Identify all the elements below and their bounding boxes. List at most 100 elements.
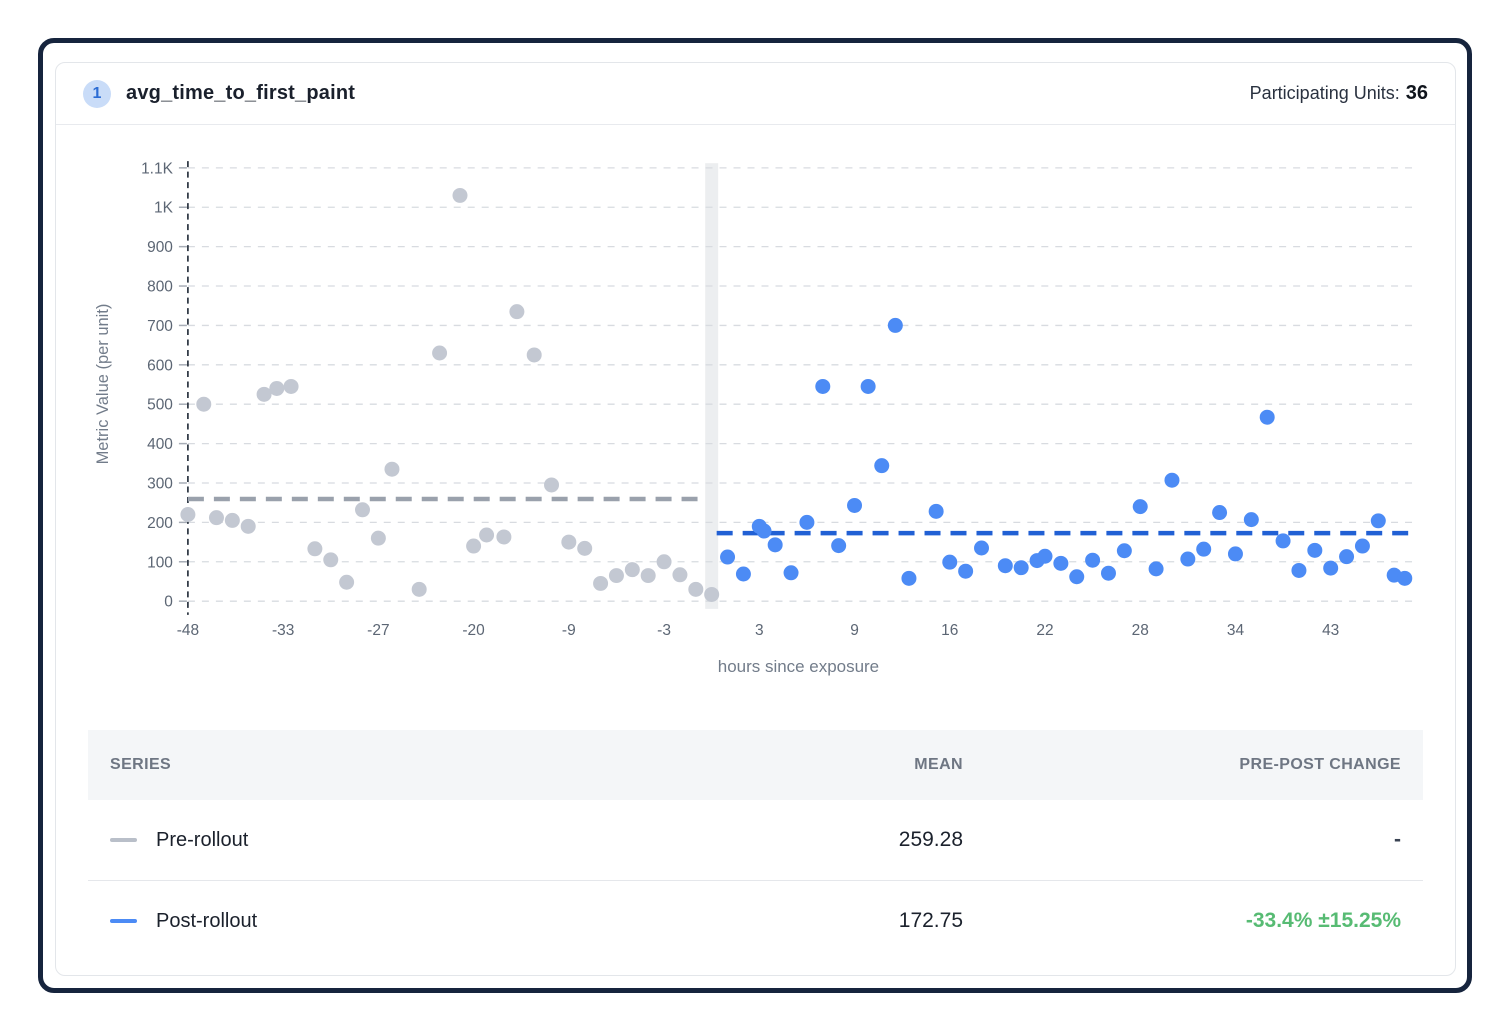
- post-rollout-point[interactable]: [1164, 472, 1180, 488]
- pre-rollout-point[interactable]: [624, 562, 640, 578]
- pre-rollout-point[interactable]: [283, 378, 299, 394]
- pre-rollout-point[interactable]: [688, 581, 704, 597]
- pre-rollout-point[interactable]: [466, 538, 482, 554]
- post-rollout-point[interactable]: [1397, 570, 1413, 586]
- post-rollout-point[interactable]: [1339, 549, 1355, 565]
- post-rollout-point[interactable]: [1196, 541, 1212, 557]
- series-change: -: [1394, 828, 1401, 851]
- post-rollout-point[interactable]: [799, 514, 815, 530]
- pre-rollout-point[interactable]: [240, 518, 256, 534]
- pre-rollout-point[interactable]: [577, 540, 593, 556]
- post-rollout-point[interactable]: [1085, 552, 1101, 568]
- post-rollout-point[interactable]: [815, 378, 831, 394]
- x-tick-label: 43: [1322, 622, 1339, 639]
- x-tick-label: 16: [941, 622, 958, 639]
- series-row-pre-rollout[interactable]: Pre-rollout 259.28 -: [88, 800, 1423, 881]
- pre-rollout-point[interactable]: [256, 386, 272, 402]
- pre-rollout-point[interactable]: [608, 568, 624, 584]
- post-rollout-point[interactable]: [887, 317, 903, 333]
- y-tick-label: 800: [147, 279, 173, 296]
- post-rollout-point[interactable]: [928, 503, 944, 519]
- post-rollout-point[interactable]: [1069, 569, 1085, 585]
- post-rollout-point[interactable]: [1307, 542, 1323, 558]
- pre-rollout-point[interactable]: [323, 552, 339, 568]
- post-rollout-point[interactable]: [1370, 513, 1386, 529]
- post-rollout-point[interactable]: [847, 497, 863, 513]
- pre-rollout-point[interactable]: [224, 512, 240, 528]
- post-rollout-point[interactable]: [1259, 409, 1275, 425]
- pre-rollout-point[interactable]: [208, 510, 224, 526]
- pre-rollout-point[interactable]: [370, 530, 386, 546]
- y-tick-label: 900: [147, 239, 173, 256]
- post-rollout-point[interactable]: [831, 538, 847, 554]
- pre-rollout-point[interactable]: [593, 575, 609, 591]
- post-rollout-point[interactable]: [1132, 499, 1148, 515]
- post-rollout-point[interactable]: [1243, 512, 1259, 528]
- pre-rollout-point[interactable]: [269, 380, 285, 396]
- metric-index-badge: 1: [83, 79, 111, 108]
- participating-units-value: 36: [1405, 82, 1428, 104]
- pre-rollout-point[interactable]: [640, 568, 656, 584]
- pre-rollout-point[interactable]: [544, 477, 560, 493]
- participating-units: Participating Units: 36: [1250, 82, 1428, 105]
- pre-rollout-point[interactable]: [656, 554, 672, 570]
- pre-rollout-point[interactable]: [339, 574, 355, 590]
- post-rollout-point[interactable]: [974, 540, 989, 556]
- col-header-mean: MEAN: [914, 756, 963, 773]
- post-rollout-point[interactable]: [1227, 546, 1243, 562]
- pre-rollout-point[interactable]: [180, 507, 196, 523]
- post-rollout-point[interactable]: [1354, 538, 1370, 554]
- pre-rollout-point[interactable]: [704, 586, 720, 602]
- post-rollout-point[interactable]: [1100, 565, 1116, 581]
- pre-rollout-point[interactable]: [432, 345, 448, 361]
- y-axis-label: Metric Value (per unit): [94, 304, 112, 465]
- series-mean: 172.75: [898, 909, 963, 932]
- post-rollout-point[interactable]: [1291, 562, 1307, 578]
- x-tick-label: 9: [850, 622, 859, 639]
- post-rollout-point[interactable]: [1013, 560, 1029, 576]
- post-rollout-point[interactable]: [783, 565, 799, 581]
- pre-rollout-point[interactable]: [452, 187, 468, 203]
- post-rollout-point[interactable]: [1212, 505, 1228, 521]
- post-rollout-point[interactable]: [720, 549, 736, 565]
- post-rollout-point[interactable]: [756, 523, 772, 539]
- post-rollout-point[interactable]: [1180, 551, 1196, 567]
- pre-rollout-point[interactable]: [479, 527, 495, 543]
- post-rollout-point[interactable]: [735, 566, 751, 582]
- post-rollout-point[interactable]: [860, 378, 876, 394]
- post-rollout-point[interactable]: [1323, 560, 1339, 576]
- post-rollout-point[interactable]: [874, 458, 890, 474]
- post-rollout-point[interactable]: [997, 558, 1013, 574]
- post-rollout-point[interactable]: [1275, 533, 1291, 549]
- post-rollout-point[interactable]: [1116, 543, 1132, 559]
- pre-rollout-point[interactable]: [307, 541, 323, 557]
- pre-rollout-point[interactable]: [496, 529, 512, 545]
- post-rollout-point[interactable]: [1053, 555, 1069, 571]
- post-rollout-point[interactable]: [901, 570, 917, 586]
- y-tick-label: 200: [147, 515, 173, 532]
- series-change: -33.4% ±15.25%: [1245, 909, 1401, 932]
- pre-rollout-point[interactable]: [526, 347, 542, 363]
- x-tick-label: -3: [657, 622, 671, 639]
- pre-rollout-point[interactable]: [672, 567, 688, 583]
- pre-rollout-point[interactable]: [561, 534, 577, 550]
- post-rollout-point[interactable]: [942, 554, 958, 570]
- outer-frame: 1 avg_time_to_first_paint Participating …: [38, 38, 1472, 993]
- pre-rollout-point[interactable]: [384, 461, 400, 477]
- x-tick-label: 28: [1132, 622, 1149, 639]
- post-rollout-point[interactable]: [1148, 561, 1164, 577]
- post-rollout-point[interactable]: [1037, 548, 1053, 564]
- series-row-post-rollout[interactable]: Post-rollout 172.75 -33.4% ±15.25%: [88, 881, 1423, 961]
- y-tick-label: 100: [147, 554, 173, 571]
- post-rollout-point[interactable]: [958, 563, 974, 579]
- metric-index: 1: [92, 84, 102, 102]
- pre-rollout-point[interactable]: [509, 304, 525, 320]
- post-rollout-point[interactable]: [767, 537, 783, 553]
- series-table: SERIES MEAN PRE-POST CHANGE Pre-rollout …: [88, 730, 1423, 961]
- pre-rollout-point[interactable]: [411, 581, 427, 597]
- pre-rollout-point[interactable]: [196, 396, 212, 412]
- pre-rollout-point[interactable]: [355, 502, 370, 518]
- metric-title: avg_time_to_first_paint: [126, 82, 356, 104]
